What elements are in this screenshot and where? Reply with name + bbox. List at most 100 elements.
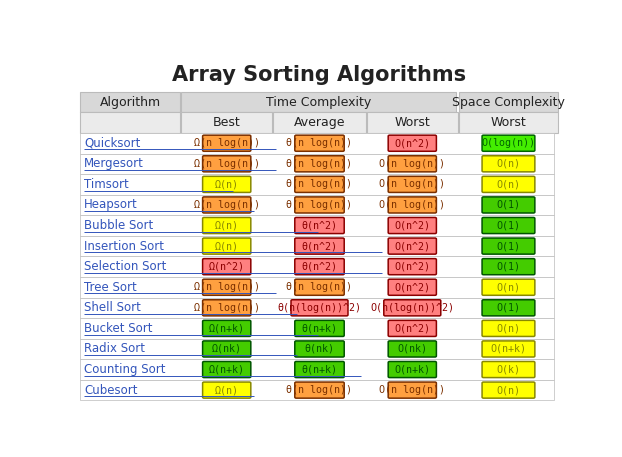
FancyBboxPatch shape (203, 300, 251, 316)
FancyBboxPatch shape (295, 361, 344, 377)
Text: Ω(n log(n)): Ω(n log(n)) (193, 303, 260, 313)
FancyBboxPatch shape (388, 320, 437, 336)
FancyBboxPatch shape (80, 215, 554, 236)
Text: O(n^2): O(n^2) (394, 241, 430, 251)
Text: θ(n^2): θ(n^2) (302, 241, 338, 251)
FancyBboxPatch shape (80, 112, 180, 133)
FancyBboxPatch shape (388, 156, 437, 172)
FancyBboxPatch shape (482, 361, 535, 377)
FancyBboxPatch shape (388, 382, 437, 398)
Text: Counting Sort: Counting Sort (84, 363, 165, 376)
Text: Space Complexity: Space Complexity (452, 96, 565, 109)
FancyBboxPatch shape (388, 176, 437, 192)
Text: Best: Best (213, 116, 241, 129)
FancyBboxPatch shape (203, 320, 251, 336)
FancyBboxPatch shape (203, 238, 251, 254)
Text: θ(n log(n)): θ(n log(n)) (287, 138, 353, 148)
Text: O(n^2): O(n^2) (394, 138, 430, 148)
Text: θ(n log(n)): θ(n log(n)) (287, 200, 353, 210)
Text: O(n^2): O(n^2) (394, 324, 430, 334)
FancyBboxPatch shape (80, 133, 554, 154)
FancyBboxPatch shape (388, 135, 437, 151)
Text: O(1): O(1) (496, 221, 521, 230)
Text: θ(n^2): θ(n^2) (302, 221, 338, 230)
Text: O(n(log(n))^2): O(n(log(n))^2) (370, 303, 454, 313)
Text: Ω(n): Ω(n) (215, 241, 239, 251)
Text: Ω(n+k): Ω(n+k) (209, 324, 244, 334)
FancyBboxPatch shape (80, 339, 554, 359)
Text: O(n^2): O(n^2) (394, 262, 430, 271)
FancyBboxPatch shape (388, 218, 437, 234)
Text: Tree Sort: Tree Sort (84, 281, 137, 294)
FancyBboxPatch shape (291, 300, 348, 316)
Text: Heapsort: Heapsort (84, 198, 137, 212)
FancyBboxPatch shape (295, 341, 344, 357)
FancyBboxPatch shape (482, 197, 535, 213)
Text: O(n log(n)): O(n log(n)) (379, 200, 445, 210)
FancyBboxPatch shape (482, 259, 535, 275)
Text: Shell Sort: Shell Sort (84, 301, 141, 314)
FancyBboxPatch shape (388, 259, 437, 275)
Text: O(n^2): O(n^2) (394, 221, 430, 230)
Text: Quicksort: Quicksort (84, 137, 141, 150)
FancyBboxPatch shape (295, 156, 344, 172)
FancyBboxPatch shape (295, 320, 344, 336)
FancyBboxPatch shape (388, 279, 437, 295)
Text: O(1): O(1) (496, 303, 521, 313)
FancyBboxPatch shape (203, 279, 251, 295)
Text: Ω(n log(n)): Ω(n log(n)) (193, 200, 260, 210)
Text: θ(n log(n)): θ(n log(n)) (287, 385, 353, 395)
FancyBboxPatch shape (295, 238, 344, 254)
FancyBboxPatch shape (80, 380, 554, 400)
Text: O(n+k): O(n+k) (394, 365, 430, 375)
FancyBboxPatch shape (80, 92, 180, 112)
FancyBboxPatch shape (273, 112, 366, 133)
Text: θ(n log(n)): θ(n log(n)) (287, 282, 353, 292)
FancyBboxPatch shape (80, 359, 554, 380)
FancyBboxPatch shape (388, 361, 437, 377)
FancyBboxPatch shape (367, 112, 458, 133)
Text: O(n): O(n) (496, 385, 521, 395)
Text: Bucket Sort: Bucket Sort (84, 322, 152, 335)
FancyBboxPatch shape (80, 256, 554, 277)
FancyBboxPatch shape (203, 341, 251, 357)
FancyBboxPatch shape (182, 92, 456, 112)
FancyBboxPatch shape (80, 318, 554, 339)
Text: O(n): O(n) (496, 324, 521, 334)
Text: θ(nk): θ(nk) (305, 344, 335, 354)
Text: Ω(n+k): Ω(n+k) (209, 365, 244, 375)
FancyBboxPatch shape (80, 236, 554, 256)
FancyBboxPatch shape (458, 112, 559, 133)
FancyBboxPatch shape (482, 341, 535, 357)
Text: θ(n+k): θ(n+k) (302, 365, 338, 375)
FancyBboxPatch shape (458, 92, 559, 112)
FancyBboxPatch shape (203, 218, 251, 234)
Text: O(n log(n)): O(n log(n)) (379, 179, 445, 189)
FancyBboxPatch shape (482, 238, 535, 254)
Text: Ω(n): Ω(n) (215, 385, 239, 395)
FancyBboxPatch shape (203, 361, 251, 377)
Text: Timsort: Timsort (84, 178, 129, 191)
FancyBboxPatch shape (295, 279, 344, 295)
Text: Ω(n^2): Ω(n^2) (209, 262, 244, 271)
FancyBboxPatch shape (482, 156, 535, 172)
FancyBboxPatch shape (80, 174, 554, 195)
Text: Ω(n log(n)): Ω(n log(n)) (193, 138, 260, 148)
FancyBboxPatch shape (388, 197, 437, 213)
Text: Array Sorting Algorithms: Array Sorting Algorithms (172, 65, 466, 85)
FancyBboxPatch shape (482, 135, 535, 151)
FancyBboxPatch shape (203, 135, 251, 151)
Text: O(n): O(n) (496, 159, 521, 169)
Text: O(1): O(1) (496, 200, 521, 210)
Text: O(nk): O(nk) (397, 344, 427, 354)
FancyBboxPatch shape (182, 112, 272, 133)
FancyBboxPatch shape (203, 259, 251, 275)
FancyBboxPatch shape (295, 176, 344, 192)
Text: Ω(nk): Ω(nk) (211, 344, 242, 354)
FancyBboxPatch shape (295, 259, 344, 275)
FancyBboxPatch shape (203, 176, 251, 192)
Text: θ(n log(n)): θ(n log(n)) (287, 159, 353, 169)
Text: Mergesort: Mergesort (84, 157, 144, 170)
Text: Radix Sort: Radix Sort (84, 342, 145, 356)
Text: Ω(n log(n)): Ω(n log(n)) (193, 159, 260, 169)
